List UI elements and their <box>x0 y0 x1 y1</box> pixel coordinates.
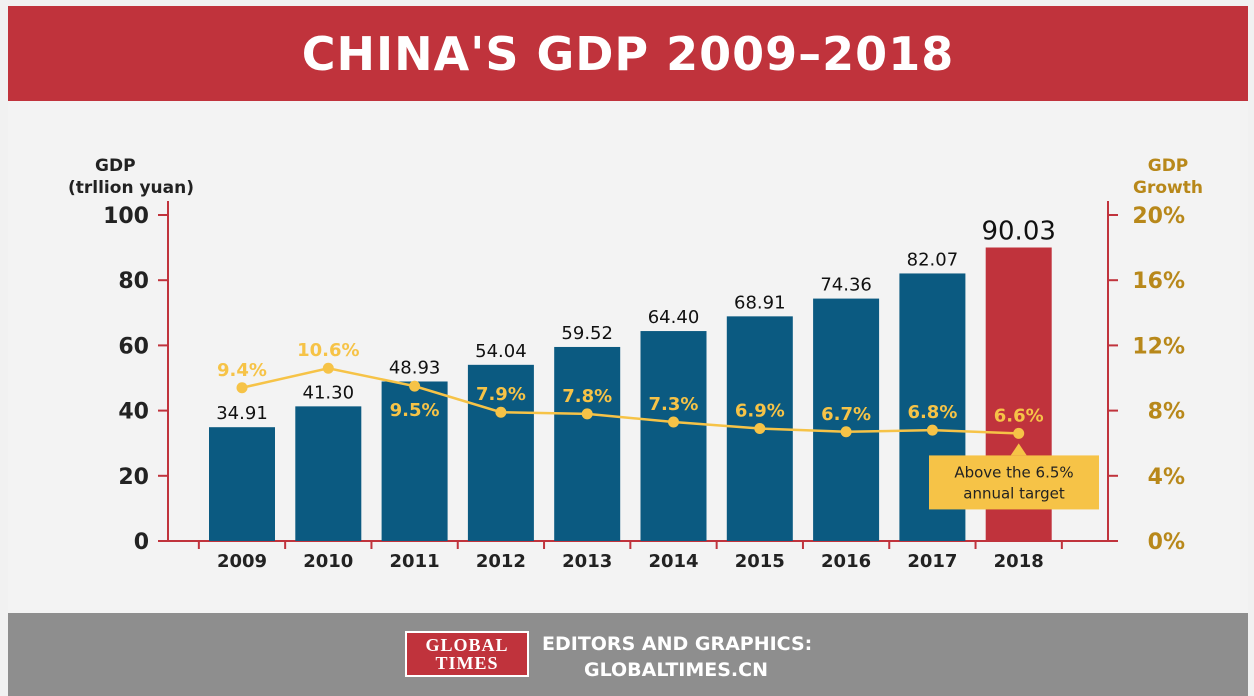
bar <box>467 364 534 541</box>
growth-value-label: 7.3% <box>649 394 699 415</box>
x-tick-label: 2014 <box>648 551 698 572</box>
footer: GLOBAL TIMES EDITORS AND GRAPHICS: GLOBA… <box>8 613 1248 696</box>
y-axis-label-line-1: GDP <box>95 156 136 176</box>
y-tick-label: 20 <box>118 465 149 490</box>
y-tick-label: 100 <box>103 204 149 229</box>
x-tick-label: 2010 <box>303 551 353 572</box>
growth-value-label: 6.9% <box>735 401 785 422</box>
annotation-pointer <box>1010 443 1027 456</box>
credit-line-1: EDITORS AND GRAPHICS: <box>542 633 813 655</box>
bar-value-label: 48.93 <box>389 357 441 378</box>
y2-tick-label: 8% <box>1148 400 1185 425</box>
growth-point <box>1013 427 1025 439</box>
y2-tick-label: 0% <box>1148 530 1185 555</box>
y-tick-label: 40 <box>118 400 149 425</box>
title-banner: CHINA'S GDP 2009–2018 <box>8 6 1248 101</box>
growth-point <box>236 382 248 394</box>
y-axis-label-line-2: (trllion yuan) <box>68 178 194 198</box>
x-tick-label: 2012 <box>476 551 526 572</box>
global-times-logo: GLOBAL TIMES <box>405 631 529 677</box>
y-tick-label: 60 <box>118 334 149 359</box>
chart-area: GDP (trllion yuan) GDP Growth 0 20 40 60 80 100 0%… <box>8 101 1248 613</box>
growth-line <box>241 366 1019 435</box>
bar-value-label: 82.07 <box>907 249 959 270</box>
x-tick-label: 2013 <box>562 551 612 572</box>
growth-value-label: 6.8% <box>907 402 957 423</box>
annotation-text-line-2: annual target <box>963 484 1065 502</box>
y-tick-label: 80 <box>118 269 149 294</box>
growth-value-label: 6.6% <box>994 405 1044 426</box>
x-tick-label: 2015 <box>735 551 785 572</box>
growth-point <box>495 406 507 418</box>
growth-point <box>668 416 679 428</box>
y2-tick-label: 12% <box>1132 334 1185 359</box>
bar-value-label: 34.91 <box>216 403 268 424</box>
chart-title: CHINA'S GDP 2009–2018 <box>301 26 955 81</box>
growth-point <box>754 423 766 435</box>
annotation-text-line-1: Above the 6.5% <box>954 463 1073 481</box>
bar-value-label: 68.91 <box>734 292 786 313</box>
logo-line-2: TIMES <box>435 653 499 673</box>
gdp-chart: GDP(trllion yuan)GDPGrowth0204060801000%… <box>68 156 1203 572</box>
bar-value-label: 90.03 <box>981 217 1055 247</box>
growth-value-label: 10.6% <box>297 340 359 361</box>
x-tick-label: 2011 <box>390 551 440 572</box>
x-tick-label: 2017 <box>907 551 957 572</box>
growth-value-label: 7.9% <box>476 384 526 405</box>
bar <box>209 427 275 541</box>
growth-point <box>409 380 421 392</box>
y-tick-label: 0 <box>134 530 149 555</box>
credit-text: EDITORS AND GRAPHICS: GLOBALTIMES.CN <box>542 631 812 683</box>
bar <box>640 331 707 541</box>
x-tick-label: 2009 <box>217 551 267 572</box>
growth-point <box>926 424 938 436</box>
x-tick-label: 2016 <box>821 551 871 572</box>
bar-value-label: 41.30 <box>303 382 355 403</box>
bar <box>554 346 621 541</box>
growth-value-label: 6.7% <box>821 404 871 425</box>
x-tick-label: 2018 <box>994 551 1044 572</box>
bar-value-label: 74.36 <box>820 275 872 296</box>
growth-value-label: 9.5% <box>390 400 440 421</box>
growth-point <box>322 362 334 374</box>
bar <box>813 298 880 541</box>
credit-line-2: GLOBALTIMES.CN <box>584 659 768 681</box>
bar <box>381 381 448 541</box>
y2-tick-label: 4% <box>1148 465 1185 490</box>
annotation-box <box>929 455 1099 510</box>
bar-value-label: 54.04 <box>475 341 527 362</box>
logo-line-1: GLOBAL <box>425 635 509 655</box>
bar <box>295 406 362 541</box>
growth-point <box>581 408 593 420</box>
growth-value-label: 7.8% <box>562 386 612 407</box>
y2-tick-label: 16% <box>1132 269 1185 294</box>
y2-axis-label-line-2: Growth <box>1133 178 1203 198</box>
y2-axis-label-line-1: GDP <box>1148 156 1189 176</box>
growth-point <box>840 426 852 438</box>
bar-value-label: 64.40 <box>648 307 700 328</box>
growth-value-label: 9.4% <box>217 360 267 381</box>
bar-value-label: 59.52 <box>561 323 613 344</box>
y2-tick-label: 20% <box>1132 204 1185 229</box>
